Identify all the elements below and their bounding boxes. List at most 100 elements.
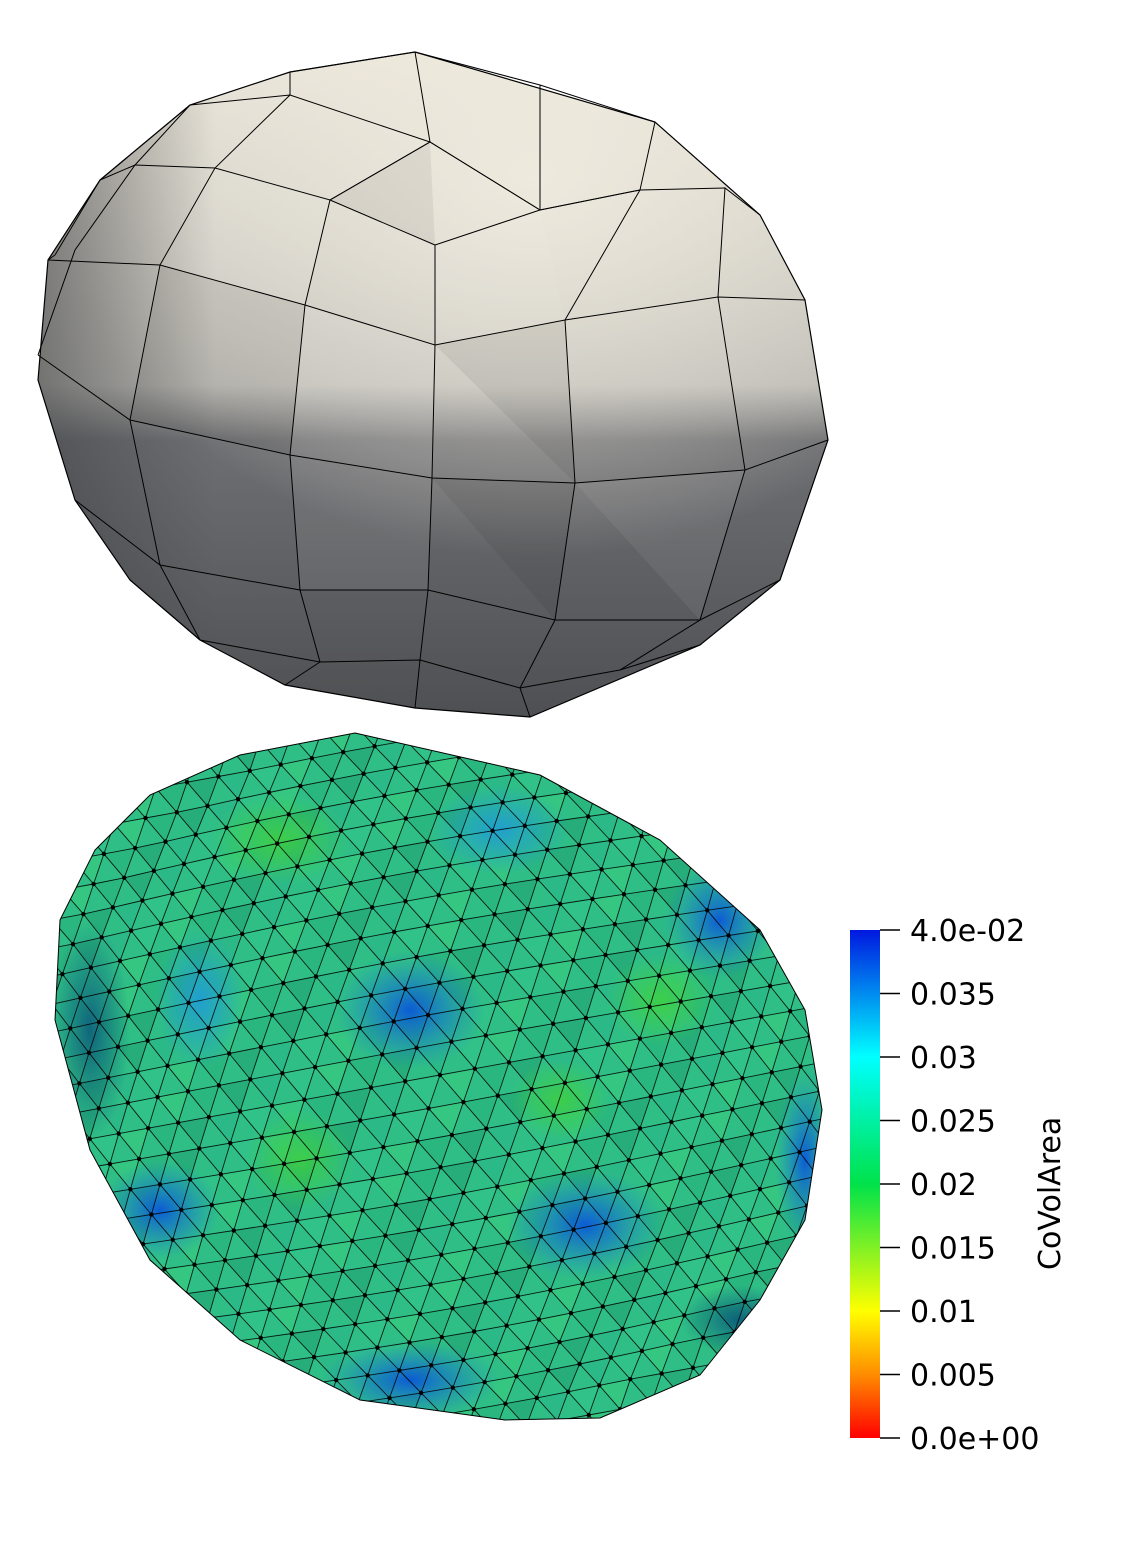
mesh-edge: [61, 798, 94, 806]
mesh-face: [496, 997, 531, 1030]
mesh-face: [64, 1223, 94, 1253]
mesh-vertex: [304, 918, 309, 923]
mesh-vertex: [540, 1145, 545, 1151]
mesh-edge: [108, 1446, 129, 1470]
mesh-edge: [529, 1259, 562, 1268]
mesh-edge: [595, 980, 628, 987]
mesh-edge: [556, 792, 567, 822]
mesh-edge: [128, 1385, 150, 1411]
mesh-edge: [0, 1155, 2, 1185]
mesh-edge: [855, 627, 886, 633]
mesh-edge: [203, 1484, 213, 1514]
mesh-edge: [688, 1202, 701, 1234]
mesh-edge: [56, 1482, 66, 1512]
mesh-edge: [62, 967, 92, 975]
mesh-face: [365, 1290, 398, 1320]
mesh-vertex: [80, 827, 86, 832]
mesh-edge: [349, 1152, 374, 1180]
mesh-vertex: [816, 1003, 821, 1009]
mesh-edge: [194, 1235, 204, 1265]
mesh-edge: [734, 1386, 746, 1417]
mesh-vertex: [293, 1409, 299, 1415]
mesh-edge: [809, 1115, 822, 1123]
mesh-edge: [462, 976, 474, 1009]
mesh-edge: [933, 1347, 964, 1353]
mesh-edge: [93, 793, 125, 800]
mesh-vertex: [845, 914, 849, 918]
mesh-edge: [333, 699, 354, 723]
mesh-face: [194, 1260, 225, 1290]
mesh-vertex: [651, 1319, 656, 1325]
mesh-edge: [584, 1198, 607, 1224]
mesh-edge: [437, 733, 470, 736]
mesh-edge: [691, 1115, 703, 1148]
mesh-edge: [531, 1082, 565, 1090]
mesh-edge: [416, 1041, 452, 1049]
mesh-edge: [61, 1143, 82, 1170]
mesh-face: [591, 1329, 623, 1358]
mesh-edge: [13, 1294, 34, 1318]
mesh-face: [148, 1322, 179, 1351]
mesh-vertex: [106, 1444, 110, 1448]
mesh-vertex: [99, 935, 104, 940]
mesh-vertex: [823, 721, 827, 725]
mesh-face: [798, 976, 822, 1006]
mesh-edge: [496, 1154, 510, 1187]
mesh-vertex: [844, 745, 848, 749]
mesh-edge: [806, 945, 822, 952]
mesh-edge: [790, 1090, 820, 1098]
mesh-vertex: [395, 1287, 400, 1293]
mesh-face: [86, 1331, 118, 1362]
mesh-edge: [374, 733, 386, 747]
mesh-face: [61, 799, 94, 830]
mesh-edge: [0, 1240, 2, 1270]
mesh-edge: [438, 950, 451, 983]
mesh-face: [35, 1482, 66, 1512]
mesh-vertex: [755, 928, 761, 934]
mesh-edge: [302, 699, 333, 705]
mesh-face: [731, 818, 763, 849]
mesh-edge: [900, 989, 910, 1019]
mesh-edge: [86, 1336, 108, 1362]
mesh-face: [322, 733, 354, 753]
mesh-edge: [72, 1198, 94, 1224]
mesh-edge: [384, 789, 417, 797]
mesh-edge: [251, 1137, 263, 1170]
mesh-edge: [484, 1272, 497, 1303]
mesh-face: [594, 702, 625, 732]
mesh-vertex: [70, 857, 75, 862]
mesh-vertex: [54, 1510, 58, 1514]
mesh-edge: [103, 853, 125, 879]
mesh-edge: [34, 1288, 44, 1318]
mesh-face: [526, 1421, 557, 1451]
mesh-edge: [881, 1303, 891, 1333]
mesh-edge: [490, 733, 501, 753]
mesh-edge: [409, 1342, 432, 1366]
mesh-face: [55, 859, 73, 890]
mesh-edge: [405, 870, 418, 902]
mesh-vertex: [697, 1200, 703, 1205]
mesh-edge: [799, 1121, 811, 1153]
mesh-vertex: [676, 719, 680, 723]
mesh-face: [473, 971, 508, 1003]
mesh-edge: [0, 841, 20, 847]
mesh-edge: [405, 900, 429, 927]
mesh-edge: [814, 921, 822, 947]
mesh-edge: [317, 889, 340, 915]
mesh-edge: [559, 1312, 572, 1343]
mesh-edge: [615, 727, 646, 733]
mesh-edge: [587, 816, 611, 841]
mesh-edge: [769, 985, 791, 1012]
mesh-edge: [427, 841, 450, 866]
mesh-face: [55, 1337, 87, 1368]
mesh-vertex: [571, 957, 576, 963]
mesh-face: [719, 1219, 749, 1250]
mesh-edge: [151, 1214, 174, 1240]
mesh-vertex: [527, 1264, 532, 1269]
mesh-edge: [228, 733, 240, 747]
mesh-face: [355, 1319, 388, 1348]
mesh-face: [605, 756, 637, 785]
mesh-face: [291, 1329, 324, 1358]
mesh-vertex: [29, 809, 33, 813]
